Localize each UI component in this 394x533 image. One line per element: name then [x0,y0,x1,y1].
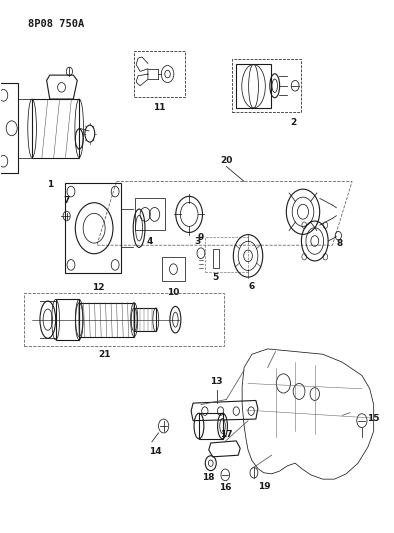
Text: 8P08 750A: 8P08 750A [28,19,84,29]
Text: 18: 18 [203,473,215,482]
Bar [134,308,156,332]
Bar [24,293,225,346]
Text: 14: 14 [149,447,162,456]
Text: 7: 7 [63,196,70,205]
Bar [135,198,165,230]
Bar [236,64,271,108]
Text: 12: 12 [92,283,104,292]
Bar [56,300,79,340]
Text: 4: 4 [147,237,153,246]
Text: 17: 17 [220,430,233,439]
Text: 15: 15 [366,414,379,423]
Text: 10: 10 [167,288,180,297]
Text: 16: 16 [219,483,232,492]
Bar [199,413,223,439]
Bar [162,257,185,281]
Text: 2: 2 [290,118,296,127]
Text: 11: 11 [153,103,166,112]
Text: 9: 9 [198,232,204,241]
Bar [79,303,134,337]
Text: 21: 21 [98,351,111,359]
Text: 8: 8 [336,239,343,248]
Text: 20: 20 [220,157,232,165]
Text: 1: 1 [46,180,53,189]
Bar [134,51,185,98]
Bar [32,99,79,158]
Bar [205,237,248,272]
Bar [213,249,219,268]
Text: 13: 13 [210,377,223,385]
Text: 6: 6 [248,282,254,292]
Text: 3: 3 [195,237,201,246]
Bar [232,59,301,112]
Text: 5: 5 [213,273,219,282]
Text: 19: 19 [258,482,270,491]
